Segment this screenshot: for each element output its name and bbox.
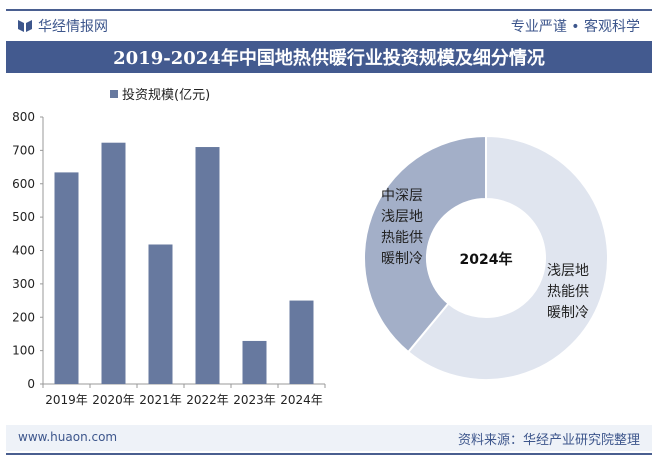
x-tick-label: 2020年 [92,393,135,407]
x-tick-label: 2024年 [280,393,323,407]
brand-name: 华经情报网 [38,19,108,35]
bar [101,142,126,384]
slice-label: 中深层 [381,188,423,204]
brand-logo-icon [18,20,32,32]
legend-swatch [110,89,118,98]
slice-label: 热能供 [381,230,423,246]
slice-label: 浅层地 [381,209,423,225]
donut-slice [363,134,487,354]
donut-slice [406,134,609,381]
y-tick-label: 300 [12,277,35,291]
bar [195,147,220,384]
footer: www.huaon.com 资料来源：华经产业研究院整理 [6,425,652,451]
bar [242,340,267,384]
source-note: 资料来源：华经产业研究院整理 [457,433,640,448]
chart-title: 2019-2024年中国地热供暖行业投资规模及细分情况 [6,41,652,73]
bar [54,172,79,384]
x-tick-label: 2019年 [45,393,88,407]
bar-legend: 投资规模(亿元) [110,84,210,103]
y-tick-label: 400 [12,244,35,258]
brand: 华经情报网 [18,16,108,36]
slice-label: 暖制冷 [381,251,423,267]
y-tick-label: 700 [12,143,35,157]
slice-label: 暖制冷 [547,305,589,321]
y-tick-label: 600 [12,177,35,191]
y-tick-label: 0 [27,377,35,391]
bar [148,244,173,384]
y-tick-label: 200 [12,310,35,324]
slogan: 专业严谨 • 客观科学 [510,19,640,35]
y-tick-label: 100 [12,344,35,358]
x-tick-label: 2023年 [233,393,276,407]
website-link[interactable]: www.huaon.com [18,430,118,444]
y-tick-label: 500 [12,210,35,224]
legend-label: 投资规模(亿元) [122,88,211,103]
top-rule [6,9,652,11]
x-tick-label: 2021年 [139,393,182,407]
bar [289,300,314,384]
slice-label: 浅层地 [547,263,589,279]
x-tick-label: 2022年 [186,393,229,407]
donut-center-label: 2024年 [460,251,513,268]
bottom-rule [6,453,652,455]
slice-label: 热能供 [547,284,589,300]
y-tick-label: 800 [12,110,35,124]
